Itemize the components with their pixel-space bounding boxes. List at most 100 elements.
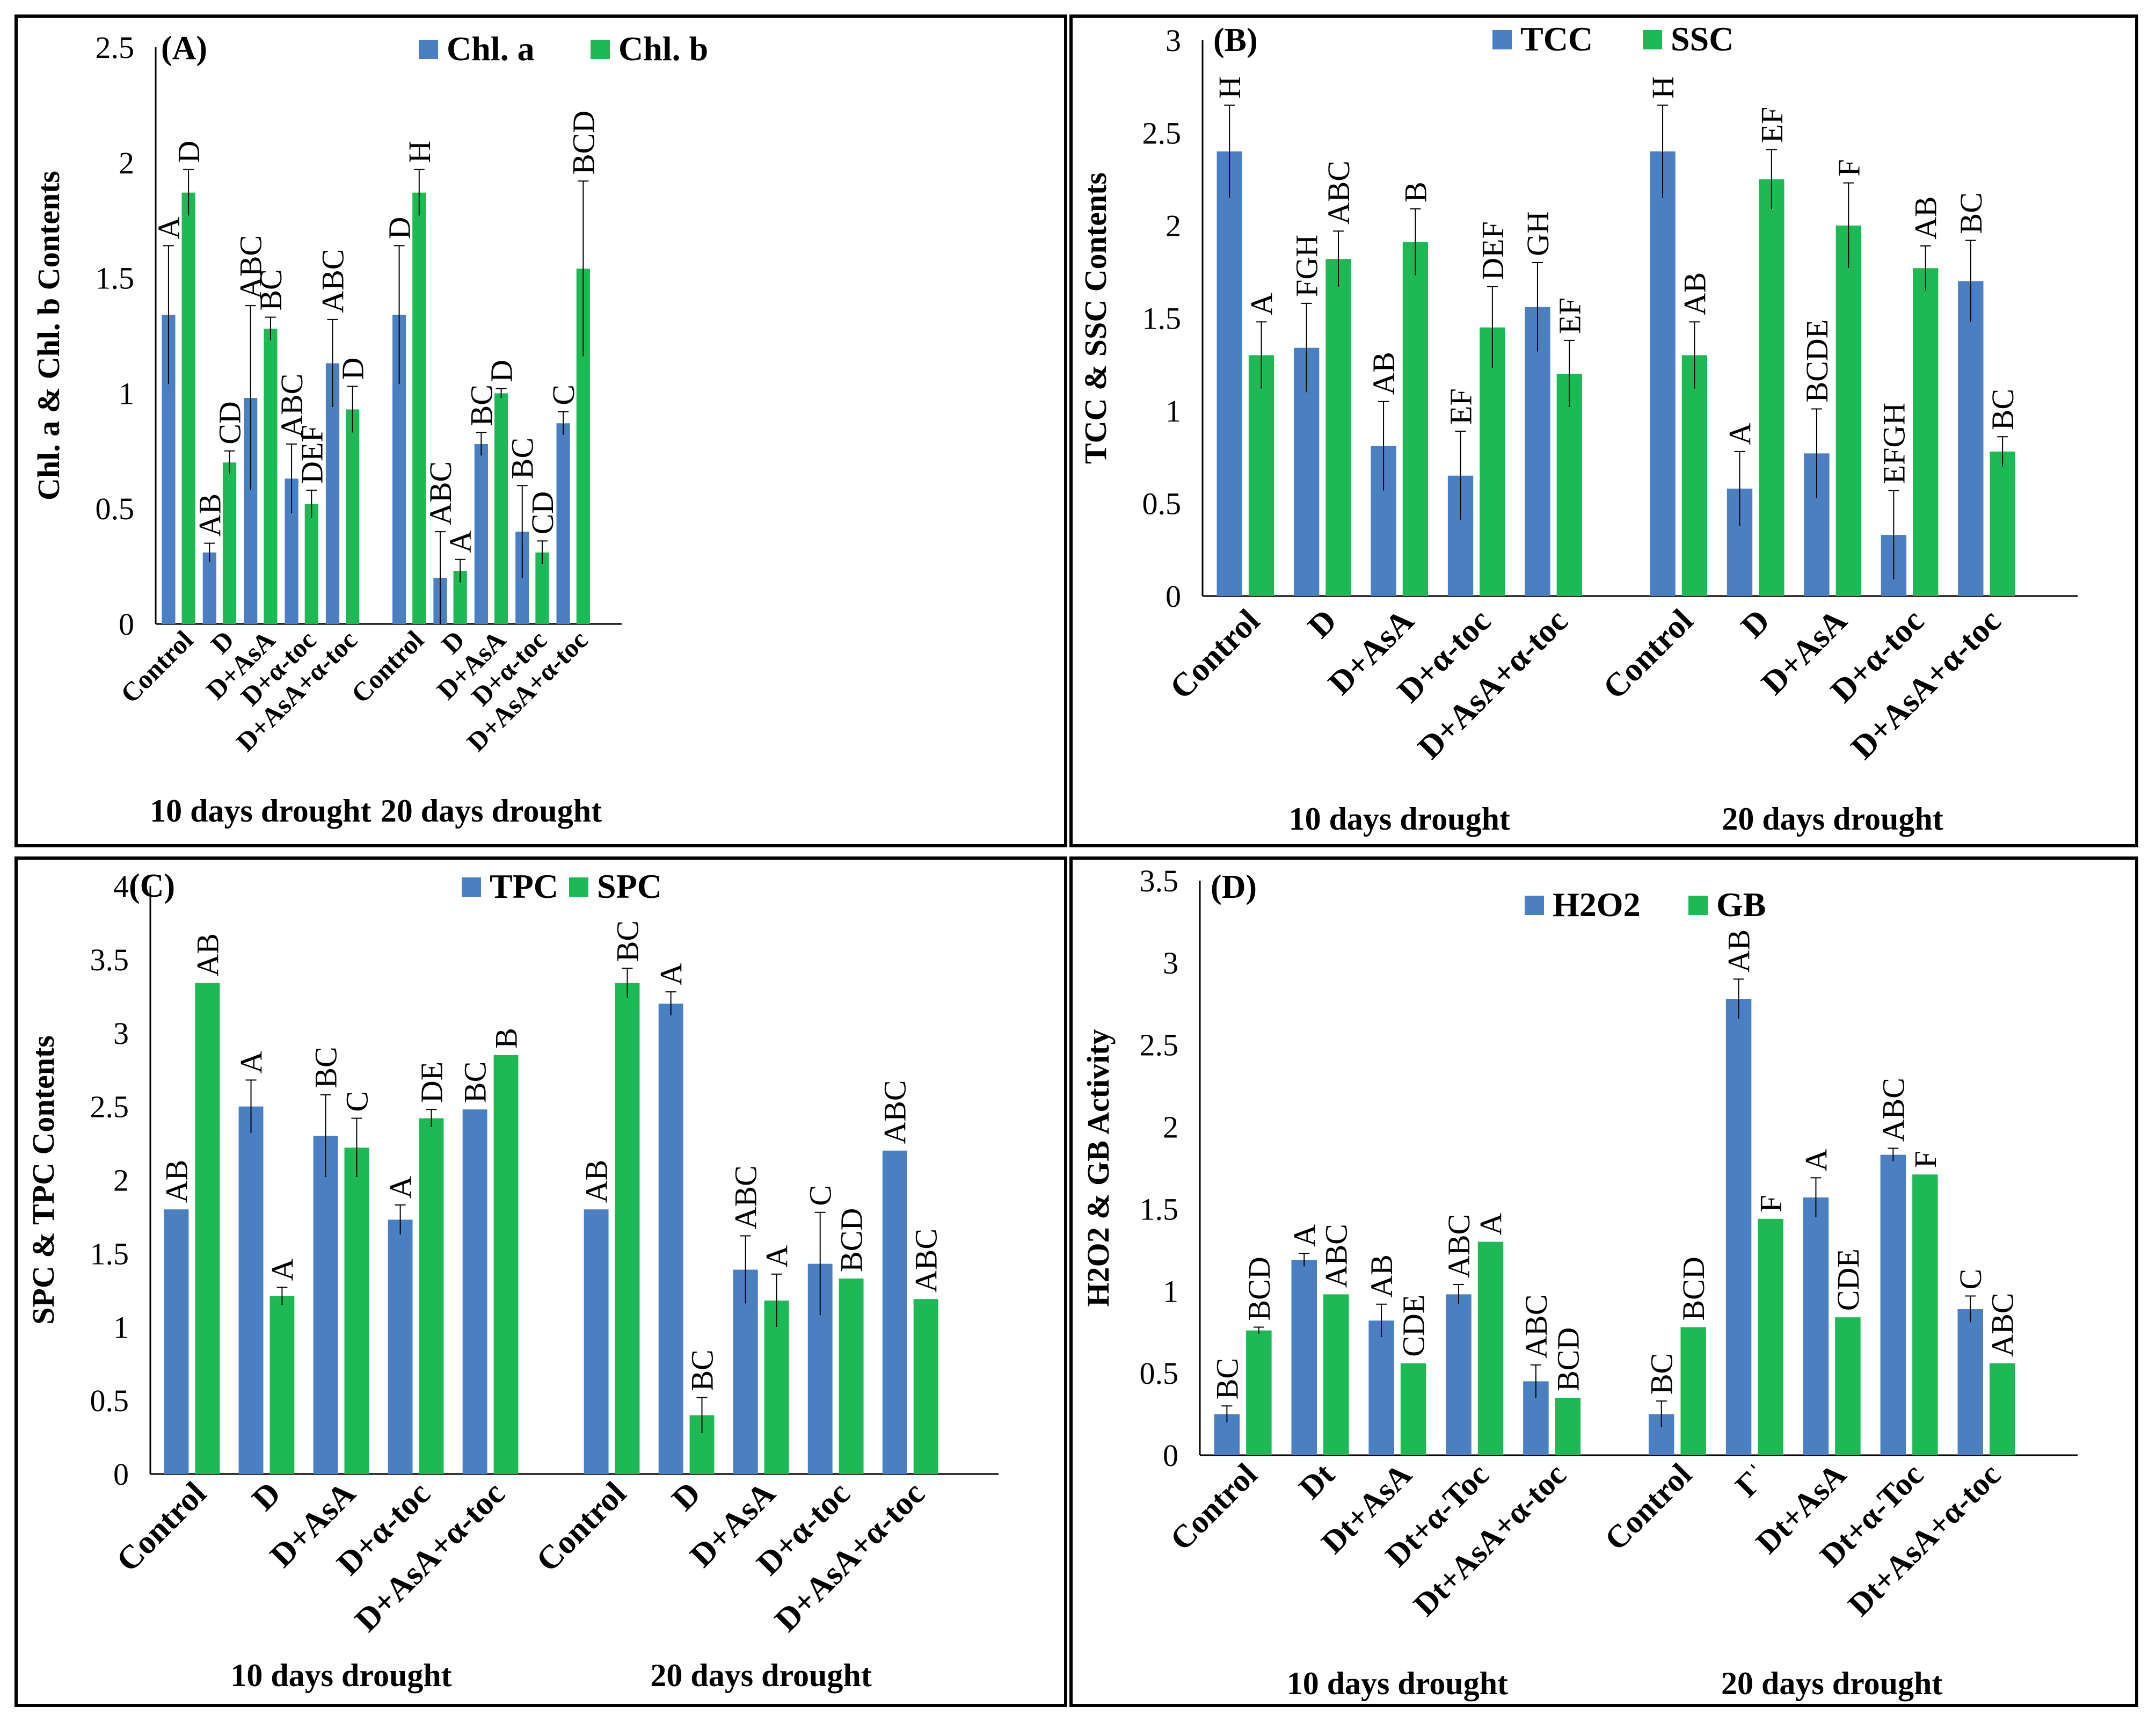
significance-label: C <box>339 1091 374 1112</box>
legend-swatch <box>419 40 438 59</box>
panel-border <box>14 856 1067 1707</box>
significance-label: EF <box>1754 107 1789 143</box>
bar <box>1402 242 1429 596</box>
bar <box>344 1148 369 1474</box>
significance-label: A <box>1798 1149 1833 1171</box>
panel-tag: (B) <box>1213 22 1258 59</box>
significance-label: A <box>1473 1213 1508 1236</box>
significance-label: BC <box>309 1047 344 1088</box>
bar <box>1681 355 1708 596</box>
bar <box>270 1296 295 1474</box>
y-axis-label: TCC & SSC Contents <box>1078 172 1113 464</box>
significance-label: A <box>383 1176 418 1199</box>
bar <box>1248 355 1274 596</box>
significance-label: B <box>489 1028 524 1049</box>
bar <box>494 393 508 624</box>
y-tick-label: 4 <box>113 869 129 904</box>
significance-label: AB <box>1722 930 1757 973</box>
significance-label: A <box>151 216 186 239</box>
significance-label: BC <box>1644 1353 1679 1395</box>
significance-label: ABC <box>1985 1293 2020 1357</box>
bar <box>1913 268 1939 597</box>
significance-label: BC <box>253 269 288 310</box>
group-label: 20 days drought <box>381 793 602 829</box>
bar <box>1477 1241 1504 1455</box>
bar <box>181 192 195 624</box>
bar <box>222 462 237 624</box>
significance-label: C <box>803 1185 838 1206</box>
y-tick-label: 2 <box>1163 1110 1178 1145</box>
significance-label: C <box>546 384 581 405</box>
legend-label: TPC <box>490 867 558 905</box>
bar <box>1325 259 1351 597</box>
bar <box>1650 151 1676 596</box>
significance-label: DEF <box>1475 221 1510 280</box>
significance-label: A <box>1244 293 1279 315</box>
significance-label: ABC <box>909 1229 944 1292</box>
group-label: 10 days drought <box>230 1658 451 1693</box>
bar <box>839 1278 864 1474</box>
y-axis-label: H2O2 & GB Activity <box>1081 1029 1116 1306</box>
bar <box>313 1136 338 1474</box>
panel-border <box>1069 14 2138 847</box>
legend-label: SSC <box>1671 20 1733 58</box>
y-tick-label: 3 <box>113 1016 129 1051</box>
bar <box>419 1118 444 1474</box>
panel-border <box>14 14 1067 847</box>
bar <box>733 1269 758 1474</box>
significance-label: AB <box>1677 272 1712 316</box>
bar <box>202 552 216 624</box>
significance-label: D <box>484 360 519 382</box>
bar <box>1835 226 1861 596</box>
y-axis-label: SPC & TPC Contents <box>26 1035 61 1325</box>
y-tick-label: 0 <box>1163 1438 1178 1473</box>
bar <box>1217 151 1242 596</box>
significance-label: A <box>265 1258 300 1281</box>
legend-label: SPC <box>597 867 662 905</box>
bar <box>1758 1218 1783 1455</box>
bar <box>1555 1398 1581 1455</box>
y-tick-label: 1.5 <box>1140 1192 1179 1226</box>
y-tick-label: 1 <box>1166 394 1181 429</box>
bar <box>1246 1330 1272 1455</box>
group-label: 20 days drought <box>1721 1666 1942 1701</box>
bar <box>474 444 488 624</box>
significance-label: ABC <box>878 1080 913 1144</box>
significance-label: CDE <box>1396 1295 1431 1357</box>
bar <box>1803 1197 1829 1455</box>
y-tick-label: 3 <box>1166 23 1181 58</box>
legend-label: GB <box>1716 885 1766 924</box>
significance-label: EF <box>1444 388 1478 425</box>
bar <box>238 1106 264 1474</box>
bar <box>764 1300 789 1474</box>
significance-label: CD <box>525 491 560 535</box>
y-tick-label: 1.5 <box>90 1236 129 1271</box>
significance-label: ABC <box>315 249 350 313</box>
significance-label: ABC <box>274 374 309 438</box>
bar <box>913 1299 938 1474</box>
significance-label: ABC <box>234 235 268 299</box>
legend-swatch <box>591 40 610 59</box>
bar <box>1880 1154 1906 1455</box>
legend-swatch <box>462 877 481 897</box>
y-tick-label: 0 <box>113 1457 129 1492</box>
significance-label: CD <box>213 401 247 445</box>
significance-label: H <box>402 141 437 163</box>
bar <box>388 1219 413 1474</box>
significance-label: AB <box>1909 196 1943 239</box>
significance-label: BCDE <box>1800 319 1834 403</box>
bar <box>1835 1317 1861 1455</box>
significance-label: A <box>654 963 689 985</box>
significance-label: DEF <box>294 425 329 484</box>
significance-label: BCD <box>1242 1257 1277 1320</box>
significance-label: BC <box>685 1349 720 1391</box>
significance-label: H <box>1212 76 1247 99</box>
significance-label: BC <box>1985 389 2020 430</box>
y-tick-label: 2 <box>113 1163 129 1198</box>
legend-label: Chl. b <box>618 30 708 68</box>
y-tick-label: 0.5 <box>90 1383 129 1418</box>
y-tick-label: 0.5 <box>96 491 135 526</box>
significance-label: DE <box>414 1062 449 1103</box>
significance-label: ABC <box>1319 1224 1354 1288</box>
significance-label: A <box>443 531 478 553</box>
